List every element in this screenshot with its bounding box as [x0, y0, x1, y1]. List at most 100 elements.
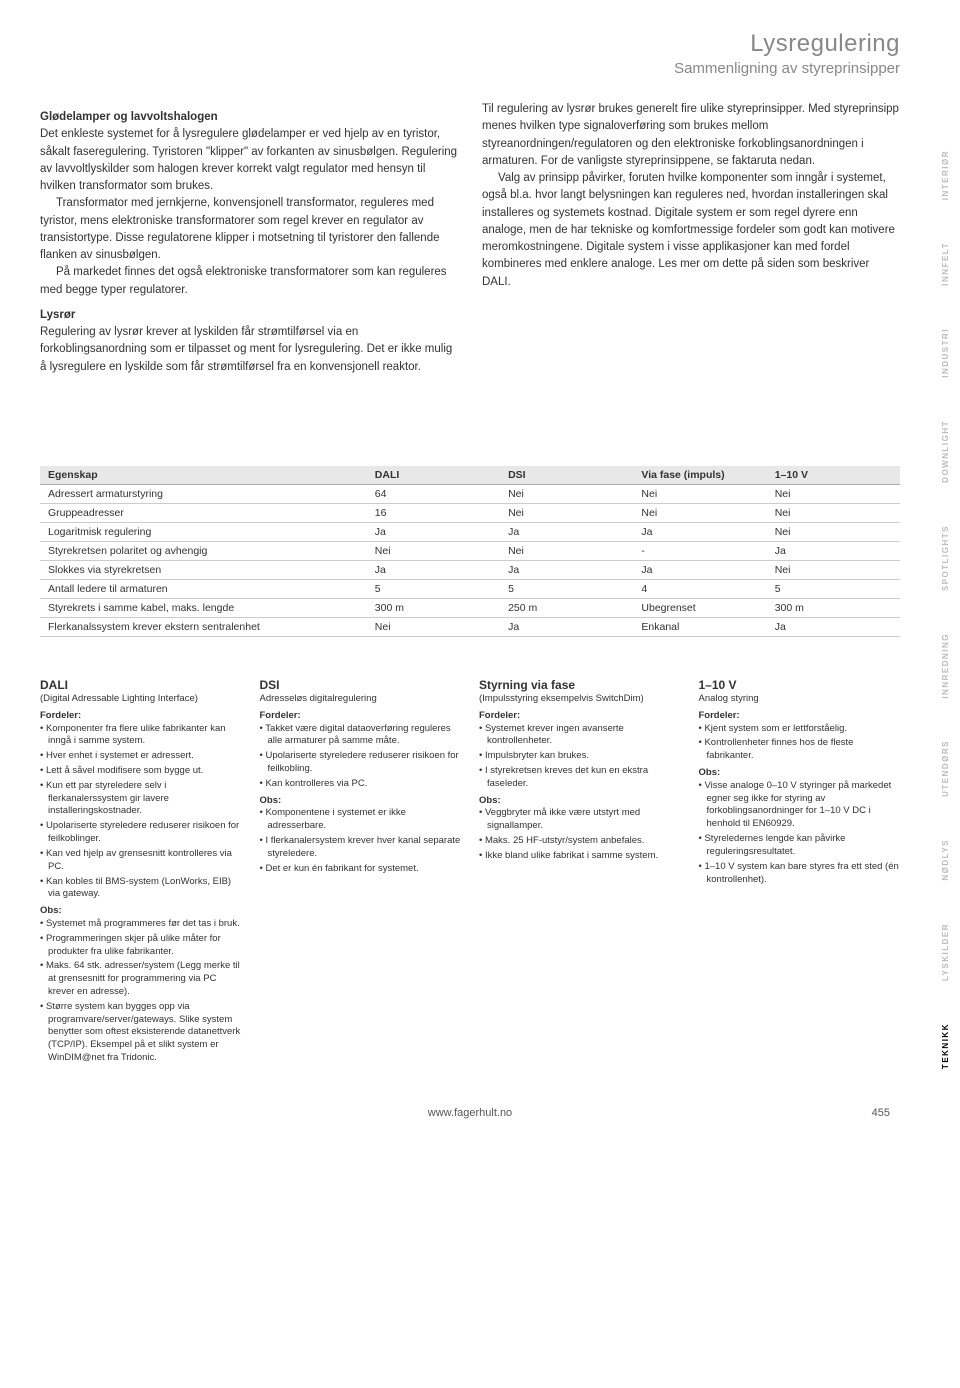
list-item: Styreledernes lengde kan påvirke reguler… [699, 833, 901, 859]
intro-left-column: Glødelamper og lavvoltshalogen Det enkle… [40, 101, 458, 299]
table-cell: Nei [767, 503, 900, 522]
table-header-cell: Via fase (impuls) [633, 466, 766, 485]
table-header-cell: Egenskap [40, 466, 367, 485]
table-cell: 5 [500, 579, 633, 598]
table-cell: Nei [767, 484, 900, 503]
list-item: Ikke bland ulike fabrikat i samme system… [479, 850, 681, 863]
system-column: DSIAdresseløs digitalreguleringFordeler:… [260, 677, 462, 1067]
side-tab[interactable]: INNREDNING [941, 633, 950, 699]
table-cell: Antall ledere til armaturen [40, 579, 367, 598]
system-fordeler-list: Komponenter fra flere ulike fabrikanter … [40, 723, 242, 902]
table-row: Styrekrets i samme kabel, maks. lengde 30… [40, 598, 900, 617]
list-item: Upolariserte styreledere reduserer risik… [260, 750, 462, 776]
footer-url: www.fagerhult.no [90, 1107, 850, 1119]
page-title: Lysregulering [40, 30, 900, 58]
list-item: Kun ett par styreledere selv i flerkanal… [40, 780, 242, 818]
table-row: Logaritmisk reguleringJaJaJaNei [40, 522, 900, 541]
list-item: Lett å såvel modifisere som bygge ut. [40, 765, 242, 778]
table-cell: Ja [367, 522, 500, 541]
table-cell: Nei [367, 541, 500, 560]
table-header-row: EgenskapDALIDSIVia fase (impuls)1–10 V [40, 466, 900, 485]
table-cell: Ja [633, 522, 766, 541]
table-cell: Styrekretsen polaritet og avhengig [40, 541, 367, 560]
list-item: Maks. 64 stk. adresser/system (Legg merk… [40, 960, 242, 998]
table-cell: Enkanal [633, 617, 766, 636]
table-cell: 5 [367, 579, 500, 598]
side-tab[interactable]: UTENDØRS [941, 740, 950, 797]
list-item: Upolariserte styreledere reduserer risik… [40, 820, 242, 846]
system-fordeler-label: Fordeler: [260, 710, 462, 723]
list-item: Takket være digital dataoverføring regul… [260, 723, 462, 749]
table-cell: Nei [633, 503, 766, 522]
intro-left-heading: Glødelamper og lavvoltshalogen [40, 109, 458, 126]
system-obs-list: Veggbryter må ikke være utstyrt med sign… [479, 807, 681, 862]
table-cell: 300 m [767, 598, 900, 617]
system-title: 1–10 V [699, 677, 901, 693]
side-tab[interactable]: NØDLYS [941, 839, 950, 881]
list-item: Veggbryter må ikke være utstyrt med sign… [479, 807, 681, 833]
list-item: Systemet krever ingen avanserte kontroll… [479, 723, 681, 749]
list-item: Komponenter fra flere ulike fabrikanter … [40, 723, 242, 749]
side-tab[interactable]: SPOTLIGHTS [941, 525, 950, 591]
system-title: DALI [40, 677, 242, 693]
table-row: Flerkanalssystem krever ekstern sentrale… [40, 617, 900, 636]
intro-right-column: Til regulering av lysrør brukes generelt… [482, 101, 900, 299]
footer-page-number: 455 [850, 1107, 890, 1119]
side-tab[interactable]: INNFELT [941, 242, 950, 286]
system-obs-list: Visse analoge 0–10 V styringer på marked… [699, 780, 901, 887]
table-header-cell: DSI [500, 466, 633, 485]
lysror-heading: Lysrør [40, 307, 453, 324]
list-item: Større system kan bygges opp via program… [40, 1001, 242, 1065]
system-fordeler-list: Kjent system som er lettforståelig.Kontr… [699, 723, 901, 763]
list-item: Kan kontrolleres via PC. [260, 778, 462, 791]
table-cell: Nei [767, 560, 900, 579]
lysror-body: Regulering av lysrør krever at lyskilden… [40, 324, 453, 376]
table-cell: Logaritmisk regulering [40, 522, 367, 541]
intro-left-p2: Transformator med jernkjerne, konvensjon… [40, 195, 458, 264]
side-tab[interactable]: LYSKILDER [941, 923, 950, 981]
table-row: Styrekretsen polaritet og avhengigNeiNei… [40, 541, 900, 560]
system-column: DALI(Digital Adressable Lighting Interfa… [40, 677, 242, 1067]
system-subtitle: (Impulsstyring eksempelvis SwitchDim) [479, 693, 681, 706]
table-cell: 5 [767, 579, 900, 598]
table-cell: Slokkes via styrekretsen [40, 560, 367, 579]
table-cell: Gruppeadresser [40, 503, 367, 522]
table-body: Adressert armaturstyring64NeiNeiNeiGrupp… [40, 484, 900, 636]
system-fordeler-list: Takket være digital dataoverføring regul… [260, 723, 462, 791]
page-header: Lysregulering Sammenligning av styreprin… [40, 30, 900, 77]
systems-row: DALI(Digital Adressable Lighting Interfa… [40, 677, 900, 1067]
table-cell: Nei [500, 541, 633, 560]
list-item: Kan kobles til BMS-system (LonWorks, EIB… [40, 876, 242, 902]
list-item: Kan ved hjelp av grensesnitt kontrollere… [40, 848, 242, 874]
table-cell: - [633, 541, 766, 560]
table-cell: 16 [367, 503, 500, 522]
table-header-cell: 1–10 V [767, 466, 900, 485]
list-item: I styrekretsen kreves det kun en ekstra … [479, 765, 681, 791]
table-row: Antall ledere til armaturen5545 [40, 579, 900, 598]
side-tab[interactable]: INDUSTRI [941, 328, 950, 378]
side-tab[interactable]: DOWNLIGHT [941, 420, 950, 483]
table-row: Adressert armaturstyring64NeiNeiNei [40, 484, 900, 503]
intro-right-p1: Til regulering av lysrør brukes generelt… [482, 101, 900, 170]
list-item: Maks. 25 HF-utstyr/system anbefales. [479, 835, 681, 848]
side-tab[interactable]: INTERIØR [941, 150, 950, 200]
system-subtitle: Analog styring [699, 693, 901, 706]
page-subtitle: Sammenligning av styreprinsipper [40, 60, 900, 77]
list-item: Programmeringen skjer på ulike måter for… [40, 933, 242, 959]
table-header-cell: DALI [367, 466, 500, 485]
side-tabs: INTERIØR INNFELT INDUSTRI DOWNLIGHT SPOTLIGH… [941, 150, 950, 1069]
table-cell: Ubegrenset [633, 598, 766, 617]
table-cell: Ja [767, 541, 900, 560]
table-row: Gruppeadresser16NeiNeiNei [40, 503, 900, 522]
table-cell: Flerkanalssystem krever ekstern sentrale… [40, 617, 367, 636]
system-title: DSI [260, 677, 462, 693]
intro-columns: Glødelamper og lavvoltshalogen Det enkle… [40, 101, 900, 299]
list-item: Systemet må programmeres før det tas i b… [40, 918, 242, 931]
system-obs-list: Komponentene i systemet er ikke adresser… [260, 807, 462, 875]
side-tab[interactable]: TEKNIKK [941, 1023, 950, 1069]
table-cell: Styrekrets i samme kabel, maks. lengde [40, 598, 367, 617]
table-cell: Ja [367, 560, 500, 579]
lysror-section: Lysrør Regulering av lysrør krever at ly… [40, 307, 453, 376]
list-item: 1–10 V system kan bare styres fra ett st… [699, 861, 901, 887]
system-fordeler-label: Fordeler: [479, 710, 681, 723]
